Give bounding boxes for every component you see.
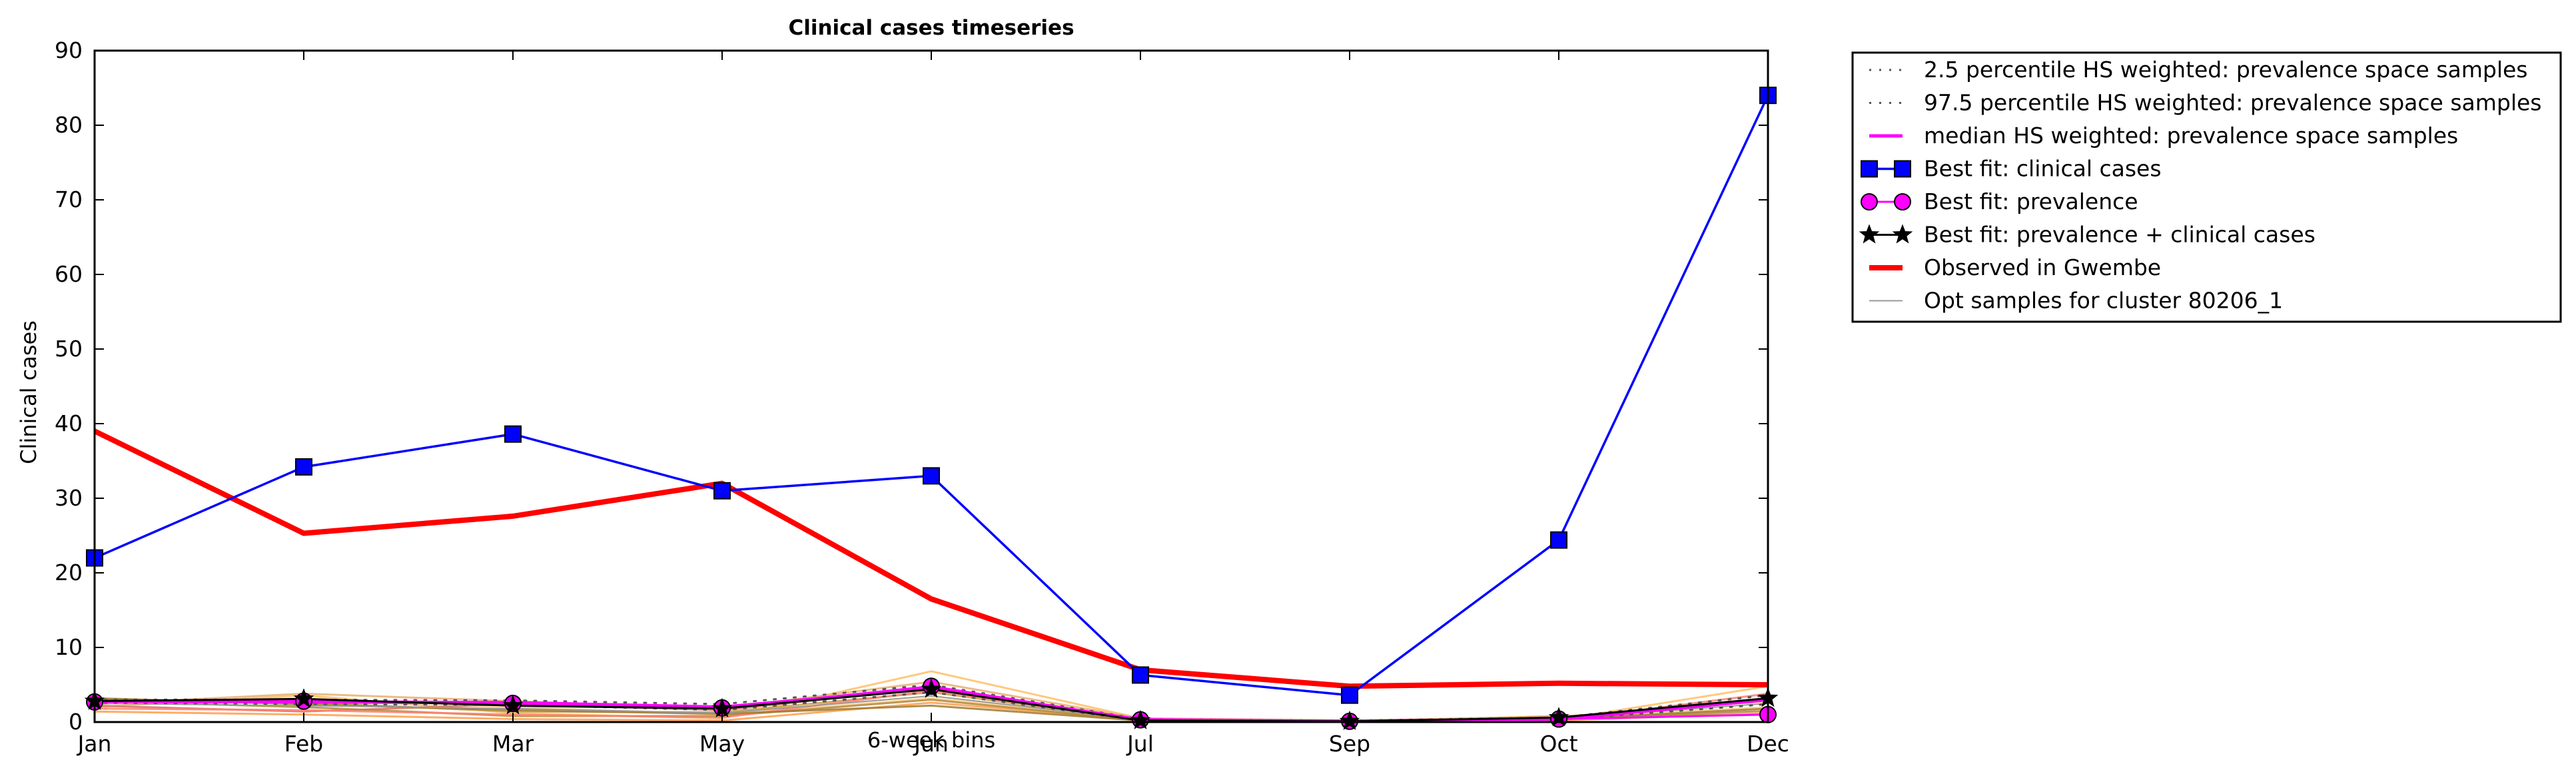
series-4-point-oct [1550,531,1567,549]
y-tick-label-50: 50 [55,336,83,362]
y-tick-label-60: 60 [55,261,83,287]
x-tick-label-jan: Jan [77,731,112,757]
series-4-point-jun [923,467,940,485]
x-tick-label-jul: Jul [1126,731,1154,757]
y-tick-label-40: 40 [55,410,83,436]
x-tick-label-may: May [699,731,745,757]
y-tick-label-70: 70 [55,187,83,212]
series-4-point-may [713,482,731,500]
legend-label-8: Opt samples for cluster 80206_1 [1924,288,2283,314]
y-tick-label-80: 80 [55,112,83,138]
series-4-point-mar [504,425,522,443]
x-axis-label: 6-week bins [867,727,995,753]
series-markers [84,87,1779,730]
y-tick-label-20: 20 [55,560,83,585]
legend-marker-5-a [1861,193,1878,210]
legend-label-5: Best fit: prevalence [1924,189,2138,214]
y-tick-label-10: 10 [55,634,83,660]
legend-label-2: 97.5 percentile HS weighted: prevalence … [1924,90,2542,116]
y-tick-label-30: 30 [55,485,83,511]
x-tick-label-oct: Oct [1539,731,1577,757]
axis-tick-labels: Jan Feb Mar May Jun Jul Sep Oct Dec 0 10 20 30 40 50 60… [55,37,1789,757]
legend: 2.5 percentile HS weighted: prevalence s… [1851,51,2562,323]
x-tick-label-mar: Mar [492,731,534,757]
y-tick-label-90: 90 [55,37,83,63]
series-6-point-mar [502,695,524,715]
series-4-point-jul [1132,666,1149,684]
legend-marker-4-a [1861,160,1878,178]
legend-box [1851,51,2562,323]
legend-label-4: Best fit: clinical cases [1924,156,2162,182]
legend-marker-5-b [1894,193,1911,210]
axis-ticks [94,50,1769,723]
legend-label-3: median HS weighted: prevalence space sam… [1924,123,2458,149]
legend-label-1: 2.5 percentile HS weighted: prevalence s… [1924,57,2528,83]
legend-marker-6-a [1859,224,1880,244]
series-4-point-feb [295,458,312,476]
y-tick-label-0: 0 [69,709,83,735]
series-6-point-jun [921,678,942,698]
series-line-1 [95,691,1768,722]
x-tick-label-jun: Jun [913,731,949,757]
legend-marker-6-b [1892,224,1913,244]
x-tick-label-dec: Dec [1747,731,1789,757]
series-line-7 [95,428,1768,689]
chart-title: Clinical cases timeseries [788,16,1074,40]
series-6-point-feb [293,688,314,708]
series-4-point-sep [1341,686,1358,704]
y-axis-label: Clinical cases [16,320,41,464]
x-tick-label-sep: Sep [1329,731,1370,757]
legend-marker-4-b [1894,160,1911,178]
legend-label-7: Observed in Gwembe [1924,254,2161,280]
legend-label-6: Best fit: prevalence + clinical cases [1924,222,2316,248]
series-6-point-may [711,697,733,717]
x-tick-label-feb: Feb [284,731,323,757]
